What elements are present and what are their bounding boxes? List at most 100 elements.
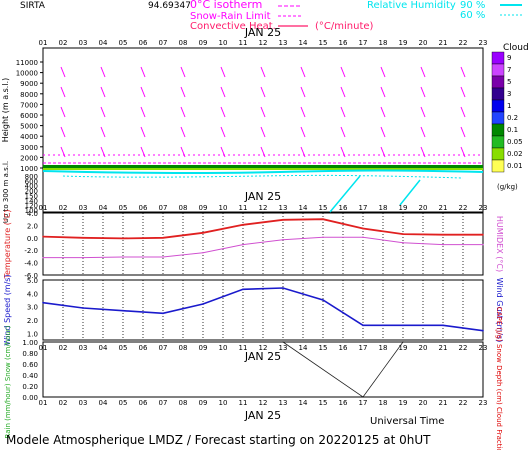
hour-tick-label: 08: [179, 399, 188, 407]
wind-barb: [380, 66, 386, 78]
wind-barb: [340, 126, 346, 138]
wind-speed-point: [202, 303, 204, 305]
wind-barb: [220, 106, 226, 118]
colorbar-segment: [491, 99, 505, 113]
colorbar-segment: [491, 51, 505, 65]
wind-barb: [460, 106, 466, 118]
hour-tick-label: 03: [79, 39, 88, 47]
hour-tick-label: 19: [399, 399, 408, 407]
wind-speed-point: [362, 324, 364, 327]
hour-tick-label: 08: [179, 39, 188, 47]
colorbar-segment: [491, 75, 505, 89]
humidex-point: [82, 256, 84, 259]
hour-tick-label: 21: [439, 204, 448, 212]
rain-axis-label: Rain (mm/hour) Snow (cm/hour): [4, 325, 12, 438]
hour-tick-label: 17: [359, 399, 368, 407]
colorbar-unit: (g/kg): [497, 183, 518, 191]
temperature-point: [402, 233, 404, 235]
hour-tick-label: 10: [219, 204, 228, 212]
wind-barb: [180, 126, 186, 138]
humidity-drop-contour: [329, 175, 421, 213]
hour-tick-label: 20: [419, 344, 428, 352]
hour-tick-label: 20: [419, 399, 428, 407]
hour-tick-label: 13: [279, 204, 288, 212]
wind-barb: [60, 106, 66, 118]
hour-tick-label: 09: [199, 39, 208, 47]
low-height-tick-label: 600: [25, 178, 38, 186]
temperature-point: [202, 232, 204, 234]
colorbar-title: Clouds: [503, 43, 528, 53]
hour-tick-label: 09: [199, 204, 208, 212]
humidex-point: [122, 256, 124, 258]
wind-barb: [220, 126, 226, 138]
hour-tick-label: 14: [299, 204, 308, 212]
humidex-point: [242, 243, 244, 246]
hour-tick-label: 16: [339, 344, 348, 352]
hour-tick-label: 18: [379, 204, 388, 212]
hour-tick-label: 11: [239, 204, 248, 212]
hour-tick-label: 06: [139, 399, 148, 407]
temperature-tick-label: -6.0: [24, 272, 38, 280]
wind-barb: [100, 126, 106, 138]
hour-tick-label: 21: [439, 39, 448, 47]
hour-tick-label: 22: [459, 344, 468, 352]
humidity-legend: Relative Humidity: [367, 0, 456, 11]
humidity-90-contour: [42, 169, 484, 175]
model-title: Modele Atmospherique LMDZ / Forecast sta…: [6, 433, 431, 447]
convective-unit: (°C/minute): [315, 21, 374, 32]
wind-speed-point: [482, 329, 484, 332]
hour-tick-label: 07: [159, 204, 168, 212]
hour-tick-label: 15: [319, 39, 328, 47]
precip-tick-label: 1.00: [22, 339, 38, 347]
footer: Universal Time Modele Atmospherique LMDZ …: [6, 416, 444, 447]
isotherm-legend: 0°C isotherm: [190, 0, 262, 11]
wind-barb: [220, 86, 226, 98]
humidex-point: [322, 236, 324, 238]
wind-barb: [460, 86, 466, 98]
hour-tick-label: 22: [459, 39, 468, 47]
hour-tick-label: 15: [319, 344, 328, 352]
colorbar-tick-label: 0.1: [507, 126, 518, 134]
wind-panel: 5.0 4.0 3.0 2.0 1.0 Wind Speed (m/s) Wind Gust…: [3, 274, 504, 345]
wind-barb: [100, 106, 106, 118]
humidex-point: [162, 256, 164, 258]
hour-tick-label: 06: [139, 204, 148, 212]
temperature-point: [42, 235, 44, 238]
cloud-band: [43, 165, 483, 168]
low-height-tick-label: 150: [25, 192, 38, 200]
cloud-fraction-point: [362, 396, 364, 398]
hour-tick-label: 18: [379, 344, 388, 352]
wind-barb: [180, 66, 186, 78]
hour-tick-label: 14: [299, 344, 308, 352]
hour-tick-label: 04: [99, 204, 108, 212]
temperature-series-line: [42, 218, 483, 240]
hour-tick-label: 22: [459, 399, 468, 407]
hour-tick-label: 16: [339, 399, 348, 407]
precip-tick-label: 0.00: [22, 394, 38, 402]
hour-tick-label: 16: [339, 204, 348, 212]
hour-tick-label: 07: [159, 399, 168, 407]
low-height-tick-label: 400: [25, 183, 38, 191]
wind-tick-label: 4.0: [27, 290, 38, 298]
hour-tick-label: 23: [479, 399, 488, 407]
hour-tick-label: 03: [79, 344, 88, 352]
wind-barb: [100, 86, 106, 98]
height-tick-label: 11000: [16, 59, 38, 67]
height-tick-label: 5000: [20, 123, 38, 131]
wind-barb: [300, 66, 306, 78]
hour-tick-label: 18: [379, 39, 388, 47]
hour-tick-label: 21: [439, 344, 448, 352]
colorbar-tick-label: 9: [507, 54, 511, 62]
temperature-panel: JAN 25 01 02 03 04 05 06 07 08 09 10 11 12 13 14 15 16 17…: [3, 190, 504, 280]
wind-speed-axis-label: Wind Speed (m/s): [3, 274, 12, 345]
wind-barb: [420, 66, 426, 78]
hour-tick-label: 23: [479, 39, 488, 47]
wind-barb: [340, 106, 346, 118]
temperature-point: [122, 237, 124, 240]
hour-tick-label: 03: [79, 399, 88, 407]
precip-tick-label: 0.40: [22, 372, 38, 380]
hour-tick-label: 11: [239, 344, 248, 352]
wind-barb: [260, 106, 266, 118]
date-label-bottom: JAN 25: [244, 409, 281, 422]
